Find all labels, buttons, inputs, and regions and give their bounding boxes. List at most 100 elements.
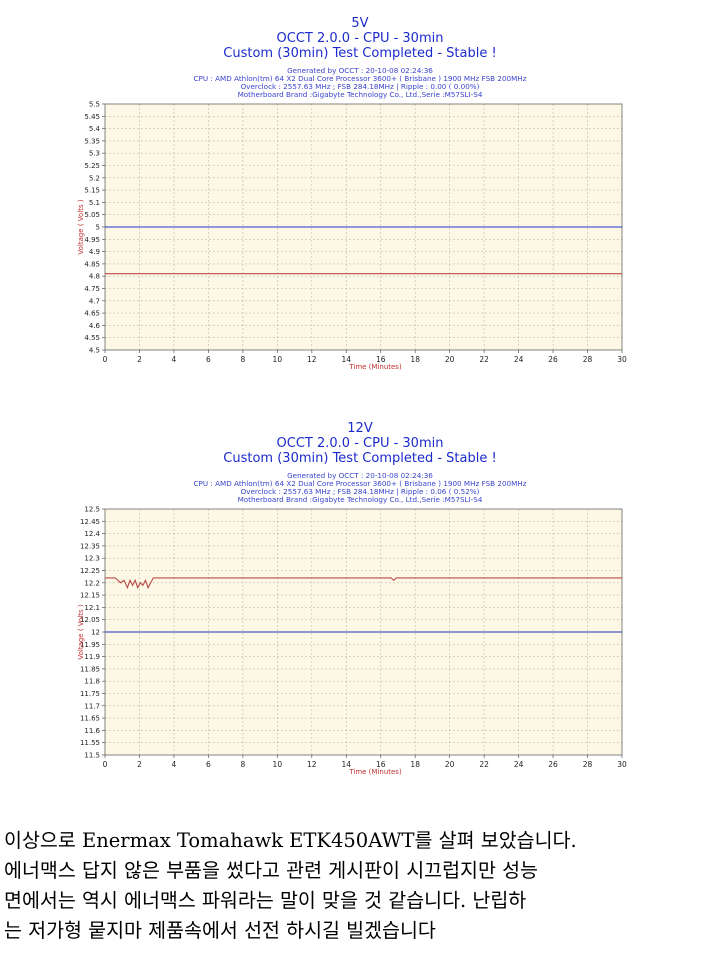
y-tick-label: 12 [91, 629, 100, 637]
x-tick-label: 16 [376, 355, 386, 364]
y-tick-label: 11.55 [80, 739, 100, 747]
text-line: 에너맥스 답지 않은 부품을 썼다고 관련 게시판이 시끄럽지만 성능 [4, 859, 538, 882]
meta-cpu: CPU : AMD Athlon(tm) 64 X2 Dual Core Pro… [193, 479, 527, 488]
y-tick-label: 12.25 [80, 567, 100, 575]
x-tick-label: 10 [273, 355, 283, 364]
chart-title: 12V [347, 421, 373, 436]
x-tick-label: 24 [514, 760, 524, 769]
y-tick-label: 11.75 [80, 690, 100, 698]
x-tick-label: 28 [583, 355, 593, 364]
y-tick-label: 4.95 [84, 236, 100, 244]
y-tick-label: 11.5 [84, 752, 100, 760]
y-tick-label: 11.95 [80, 641, 100, 649]
chart-status: Custom (30min) Test Completed - Stable ! [223, 451, 497, 466]
x-tick-label: 22 [479, 760, 489, 769]
text-line: 는 저가형 뭍지마 제품속에서 선전 하시길 빌겠습니다 [4, 919, 436, 942]
y-tick-label: 12.1 [84, 604, 100, 612]
x-tick-label: 4 [172, 355, 177, 364]
x-tick-label: 2 [137, 760, 142, 769]
x-tick-label: 12 [307, 355, 317, 364]
y-tick-label: 12.15 [80, 592, 100, 600]
x-tick-label: 2 [137, 355, 142, 364]
y-tick-label: 5.5 [89, 101, 100, 109]
y-tick-label: 5.25 [84, 162, 100, 170]
x-tick-label: 0 [103, 760, 108, 769]
x-tick-label: 14 [341, 760, 351, 769]
y-tick-label: 11.85 [80, 665, 100, 673]
y-tick-label: 12.4 [84, 530, 100, 538]
meta-generated: Generated by OCCT : 20-10-08 02:24:36 [287, 471, 433, 480]
chart-subtitle: OCCT 2.0.0 - CPU - 30min [276, 31, 444, 46]
y-tick-label: 12.5 [84, 506, 100, 514]
y-axis-label: Voltage ( Volts ) [77, 604, 85, 660]
meta-generated: Generated by OCCT : 20-10-08 02:24:36 [287, 66, 433, 75]
chart-status: Custom (30min) Test Completed - Stable ! [223, 46, 497, 61]
series-line [105, 577, 622, 590]
x-tick-label: 10 [273, 760, 283, 769]
y-tick-label: 11.9 [84, 653, 100, 661]
x-tick-label: 28 [583, 760, 593, 769]
chart-12v: 12V OCCT 2.0.0 - CPU - 30min Custom (30m… [0, 405, 720, 785]
y-tick-label: 11.7 [84, 702, 100, 710]
y-tick-label: 12.05 [80, 616, 100, 624]
y-tick-label: 5.2 [89, 174, 100, 182]
x-tick-label: 16 [376, 760, 386, 769]
y-tick-label: 4.65 [84, 310, 100, 318]
x-tick-label: 0 [103, 355, 108, 364]
x-tick-label: 20 [445, 760, 455, 769]
x-tick-label: 18 [410, 760, 420, 769]
meta-cpu: CPU : AMD Athlon(tm) 64 X2 Dual Core Pro… [193, 74, 527, 83]
y-tick-label: 12.35 [80, 542, 100, 550]
review-conclusion-text: 이상으로 Enermax Tomahawk ETK450AWT를 살펴 보았습니… [4, 826, 716, 946]
chart-title: 5V [351, 16, 369, 31]
x-tick-label: 24 [514, 355, 524, 364]
y-tick-label: 4.8 [89, 273, 100, 281]
y-tick-label: 4.7 [89, 297, 100, 305]
meta-motherboard: Motherboard Brand :Gigabyte Technology C… [237, 90, 483, 99]
x-tick-label: 8 [240, 760, 245, 769]
x-tick-label: 22 [479, 355, 489, 364]
y-tick-label: 5.15 [84, 187, 100, 195]
y-tick-label: 5.3 [89, 150, 100, 158]
x-axis-label: Time (Minutes) [348, 363, 402, 371]
y-tick-label: 11.65 [80, 715, 100, 723]
y-tick-label: 4.6 [89, 322, 101, 330]
y-axis-label: Voltage ( Volts ) [77, 199, 85, 255]
text-line: 면에서는 역시 에너맥스 파워라는 말이 맞을 것 같습니다. 난립하 [4, 889, 527, 912]
x-tick-label: 12 [307, 760, 317, 769]
y-tick-label: 5.45 [84, 113, 100, 121]
y-tick-label: 11.8 [84, 678, 100, 686]
y-tick-label: 4.75 [84, 285, 100, 293]
y-tick-label: 5 [96, 224, 100, 232]
x-tick-label: 6 [206, 355, 211, 364]
x-tick-label: 14 [341, 355, 351, 364]
x-tick-label: 26 [548, 760, 558, 769]
x-tick-label: 18 [410, 355, 420, 364]
y-tick-label: 12.2 [84, 579, 100, 587]
x-tick-label: 30 [617, 760, 627, 769]
x-tick-label: 20 [445, 355, 455, 364]
x-axis-label: Time (Minutes) [348, 768, 402, 776]
x-tick-label: 26 [548, 355, 558, 364]
meta-motherboard: Motherboard Brand :Gigabyte Technology C… [237, 495, 483, 504]
meta-overclock: Overclock : 2557.63 MHz ; FSB 284.18MHz … [240, 82, 480, 91]
x-tick-label: 30 [617, 355, 627, 364]
y-tick-label: 4.85 [84, 260, 100, 268]
meta-overclock: Overclock : 2557.63 MHz ; FSB 284.18MHz … [240, 487, 480, 496]
plot-area: 11.5 11.55 11.6 11.65 11.7 11.75 11.8 11.85 11.9… [77, 506, 627, 777]
x-tick-label: 4 [172, 760, 177, 769]
y-tick-label: 12.3 [84, 555, 100, 563]
y-tick-label: 5.4 [89, 125, 101, 133]
y-tick-label: 4.9 [89, 248, 100, 256]
y-tick-label: 11.6 [84, 727, 100, 735]
x-tick-label: 8 [240, 355, 245, 364]
y-tick-label: 5.35 [84, 137, 100, 145]
y-tick-label: 12.45 [80, 518, 100, 526]
y-tick-label: 5.05 [84, 211, 100, 219]
y-tick-label: 4.5 [89, 347, 100, 355]
plot-area: 4.5 4.55 4.6 4.65 4.7 4.75 4.8 4.85 4.9 4.95 5 5.05… [77, 101, 627, 372]
text-line: 이상으로 Enermax Tomahawk ETK450AWT를 살펴 보았습니… [4, 829, 577, 852]
chart-5v: 5V OCCT 2.0.0 - CPU - 30min Custom (30mi… [0, 0, 720, 380]
y-tick-label: 5.1 [89, 199, 100, 207]
chart-subtitle: OCCT 2.0.0 - CPU - 30min [276, 436, 444, 451]
